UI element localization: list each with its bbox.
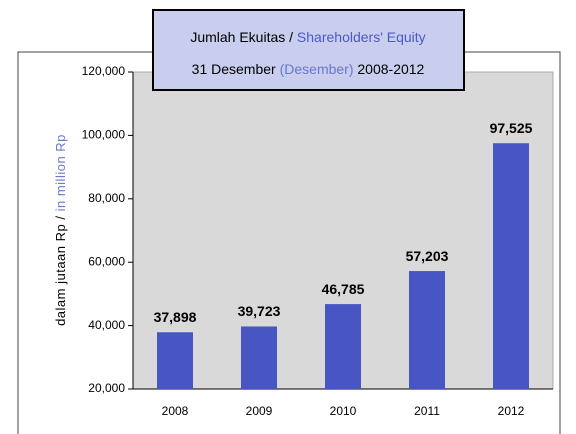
title-box	[152, 9, 465, 91]
title-part: Shareholders' Equity	[297, 29, 426, 45]
bar	[157, 332, 193, 389]
x-tick-label: 2009	[246, 404, 273, 418]
chart-title: Jumlah Ekuitas / Shareholders' Equity	[190, 29, 425, 45]
y-tick-label: 80,000	[88, 191, 125, 205]
y-axis-label: dalam jutaan Rp / in million Rp	[53, 134, 68, 326]
y-label-part: dalam jutaan Rp /	[53, 216, 68, 326]
value-label: 37,898	[154, 309, 197, 325]
title-part: 2008-2012	[357, 61, 424, 77]
y-tick-label: 60,000	[88, 254, 125, 268]
x-tick-label: 2011	[414, 404, 440, 418]
value-label: 97,525	[490, 120, 533, 136]
y-tick-label: 100,000	[82, 128, 126, 142]
y-tick-label: 40,000	[88, 318, 125, 332]
x-tick-label: 2012	[498, 404, 525, 418]
x-tick-label: 2008	[162, 404, 189, 418]
title-part: Jumlah Ekuitas /	[190, 29, 293, 45]
y-label-part: in million Rp	[53, 134, 68, 211]
chart-title: 31 Desember (Desember) 2008-2012	[192, 61, 425, 77]
y-tick-label: 20,000	[88, 381, 125, 395]
bar	[325, 304, 361, 389]
x-tick-label: 2010	[330, 404, 357, 418]
bar	[409, 271, 445, 389]
value-label: 39,723	[238, 303, 281, 319]
title-part: (Desember)	[280, 61, 354, 77]
bar	[493, 143, 529, 389]
bar	[241, 326, 277, 389]
value-label: 46,785	[322, 281, 365, 297]
title-part: 31 Desember	[192, 61, 276, 77]
y-tick-label: 120,000	[82, 64, 126, 78]
value-label: 57,203	[406, 248, 449, 264]
